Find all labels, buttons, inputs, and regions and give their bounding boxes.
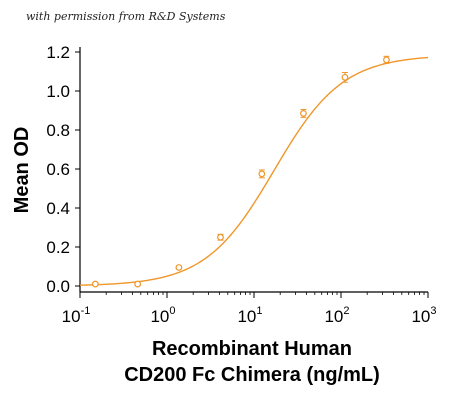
x-axis-title-line-1: Recombinant Human — [152, 338, 352, 360]
y-tick-label: 1.0 — [46, 82, 70, 101]
x-tick-label: 100 — [150, 305, 175, 326]
y-axis-title: Mean OD — [11, 127, 33, 214]
data-point — [258, 170, 266, 178]
data-point — [383, 56, 390, 64]
x-ticks: 10-1 100 101 102 103 — [62, 292, 437, 326]
x-tick-label: 103 — [411, 305, 436, 326]
x-axis-title-line-2: CD200 Fc Chimera (ng/mL) — [124, 364, 380, 386]
data-point — [134, 280, 142, 288]
y-tick-label: 0.2 — [46, 238, 70, 257]
data-point — [300, 110, 307, 117]
watermark-text: with permission from R&D Systems — [26, 10, 226, 23]
data-point — [217, 233, 224, 241]
x-tick-label: 101 — [237, 305, 262, 326]
data-point — [175, 264, 183, 271]
data-point — [341, 73, 349, 81]
x-tick-label: 102 — [324, 305, 349, 326]
data-points — [91, 55, 390, 288]
data-point — [91, 280, 99, 288]
x-tick-label: 10-1 — [62, 305, 91, 326]
y-tick-label: 0.0 — [46, 277, 70, 296]
fit-curve — [79, 56, 429, 286]
y-ticks: 0.0 0.2 0.4 0.6 0.8 1.0 1.2 — [46, 43, 80, 296]
y-tick-label: 0.4 — [46, 199, 70, 218]
y-tick-label: 0.6 — [46, 160, 70, 179]
y-tick-label: 1.2 — [46, 43, 70, 62]
y-tick-label: 0.8 — [46, 121, 70, 140]
